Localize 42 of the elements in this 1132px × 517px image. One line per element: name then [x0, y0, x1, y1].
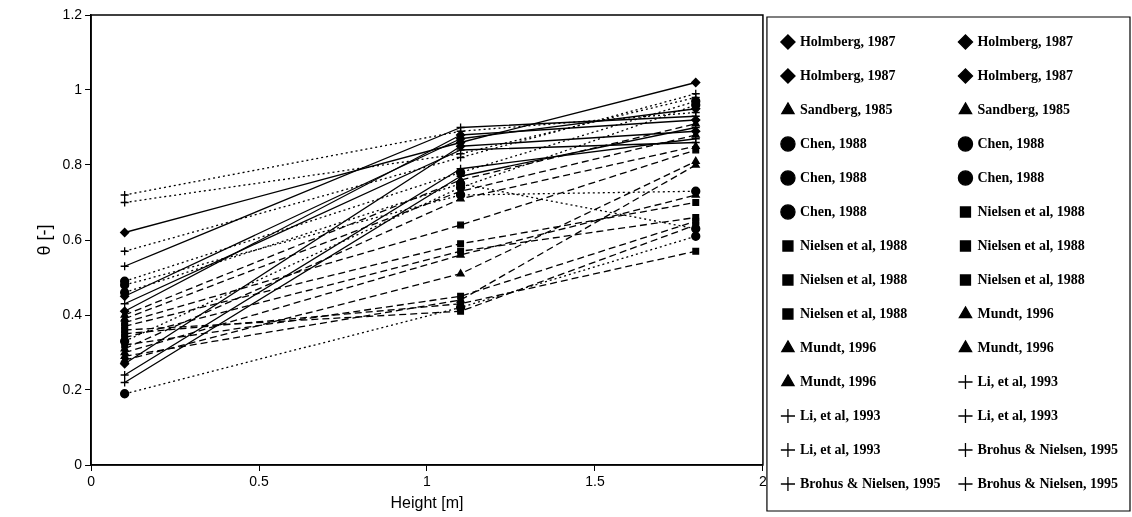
x-tick-label: 0: [87, 473, 96, 490]
y-tick-label: 1: [74, 80, 83, 97]
legend-label: Chen, 1988: [799, 169, 867, 185]
legend-label: Nielsen et al, 1988: [799, 305, 908, 321]
x-tick-label: 0.5: [249, 473, 269, 490]
y-tick-label: 1.2: [62, 5, 83, 22]
y-tick-label: 0.4: [62, 305, 83, 322]
legend-label: Mundt, 1996: [977, 305, 1054, 321]
legend-label: Li, et al, 1993: [977, 373, 1058, 389]
legend-label: Brohus & Nielsen, 1995: [977, 475, 1119, 491]
legend-label: Nielsen et al, 1988: [977, 237, 1085, 253]
legend-label: Nielsen et al, 1988: [799, 237, 908, 253]
legend-label: Nielsen et al, 1988: [977, 271, 1085, 287]
legend-label: Holmberg, 1987: [977, 67, 1074, 83]
legend-label: Chen, 1988: [977, 169, 1045, 185]
legend-label: Chen, 1988: [799, 203, 867, 219]
y-tick-label: 0.6: [62, 230, 83, 247]
y-axis-title: θ [-]: [33, 224, 54, 256]
x-tick-label: 1.5: [585, 473, 605, 490]
legend-label: Nielsen et al, 1988: [799, 271, 908, 287]
legend-label: Holmberg, 1987: [977, 33, 1074, 49]
legend-label: Mundt, 1996: [799, 339, 877, 355]
legend-label: Mundt, 1996: [799, 373, 877, 389]
legend-label: Holmberg, 1987: [799, 67, 896, 83]
y-tick-label: 0: [74, 455, 83, 472]
legend-label: Chen, 1988: [977, 135, 1045, 151]
x-tick-label: 1: [423, 473, 432, 490]
legend-label: Mundt, 1996: [977, 339, 1054, 355]
legend-label: Li, et al, 1993: [799, 441, 881, 457]
x-tick-label: 2: [759, 473, 768, 490]
y-tick-label: 0.8: [62, 155, 83, 172]
x-axis-title: Height [m]: [390, 493, 464, 511]
legend-label: Li, et al, 1993: [799, 407, 881, 423]
legend-label: Holmberg, 1987: [799, 33, 896, 49]
y-tick-label: 0.2: [62, 380, 83, 397]
legend-label: Brohus & Nielsen, 1995: [977, 441, 1119, 457]
legend-label: Nielsen et al, 1988: [977, 203, 1085, 219]
legend-label: Li, et al, 1993: [977, 407, 1058, 423]
legend-label: Brohus & Nielsen, 1995: [799, 475, 941, 491]
legend-label: Chen, 1988: [799, 135, 867, 151]
legend-label: Sandberg, 1985: [799, 101, 893, 117]
legend-label: Sandberg, 1985: [977, 101, 1071, 117]
